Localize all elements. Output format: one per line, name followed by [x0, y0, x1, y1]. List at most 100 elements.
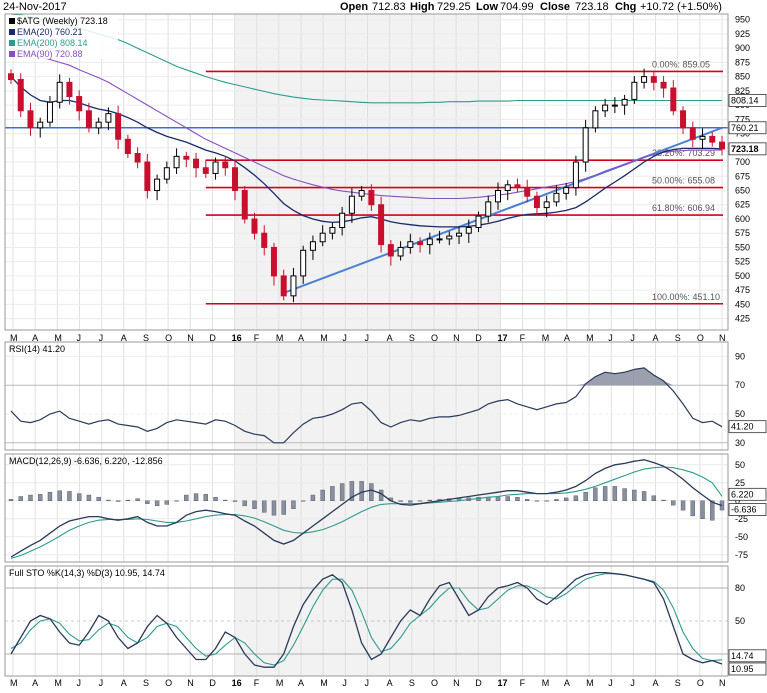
candle-body: [475, 215, 482, 229]
x-tick-label: J: [630, 333, 635, 343]
macd-histogram-bar: [408, 500, 413, 503]
macd-histogram-bar: [661, 499, 666, 501]
legend-swatch: [9, 29, 15, 35]
candle-body: [641, 76, 648, 83]
macd-histogram-bar: [203, 494, 208, 502]
chg-label: Chg: [615, 1, 636, 13]
x-tick-label: J: [365, 678, 370, 688]
macd-histogram-bar: [232, 500, 238, 502]
candle-body: [689, 127, 696, 140]
x-tick-label: J: [99, 333, 104, 343]
x-tick-label: A: [32, 678, 38, 688]
y-tick-label: 525: [735, 257, 750, 267]
macd-histogram-bar: [349, 481, 355, 501]
x-tick-label: N: [453, 678, 460, 688]
close-value: 723.18: [575, 1, 609, 13]
fib-label: 100.00%: 451.10: [652, 292, 720, 302]
rsi-tick-label: 50: [735, 409, 745, 419]
y-tick-label: 575: [735, 228, 750, 238]
x-tick-label: N: [719, 678, 726, 688]
x-tick-label: J: [630, 678, 635, 688]
ema90-line: [10, 47, 722, 200]
candle-body: [183, 155, 190, 160]
panel-border: [4, 13, 729, 331]
candle-body: [631, 81, 638, 100]
x-tick-label: O: [431, 333, 438, 343]
value-tag: [728, 121, 767, 135]
y-tick-label: 850: [735, 72, 750, 82]
candle-body: [465, 227, 472, 234]
macd-histogram-bar: [164, 500, 170, 505]
macd-value-label: 6.220: [731, 489, 754, 499]
candle-body: [300, 249, 307, 277]
sto-tick-label: 50: [735, 616, 745, 626]
axes: M M A A M M J J J J A A S S O O N N D D 16 16 F F M M A A M M J J J J A A S S…: [4, 13, 767, 688]
macd-tick-label: 50: [735, 460, 745, 470]
x-tick-label: M: [586, 678, 594, 688]
sto-title: Full STO %K(14,3) %D(3) 10.95, 14.74: [9, 568, 165, 578]
macd-histogram-bar: [612, 486, 618, 501]
x-tick-label: M: [54, 678, 62, 688]
macd-histogram-bar: [38, 494, 43, 502]
x-tick-label: J: [342, 333, 347, 343]
candle-body: [446, 235, 453, 240]
macd-histogram-bar: [554, 499, 559, 501]
candle-body: [680, 110, 687, 129]
macd-histogram-bar: [18, 496, 23, 502]
x-tick-label: 17: [497, 333, 507, 343]
candle-body: [436, 238, 443, 241]
candle-body: [514, 184, 521, 189]
macd-histogram-bar: [622, 488, 627, 501]
x-tick-label: F: [254, 678, 260, 688]
rsi-tick-label: 30: [735, 438, 745, 448]
candle-body: [144, 161, 151, 192]
candle-body: [533, 195, 540, 209]
candle-body: [173, 155, 180, 169]
candle-body: [290, 275, 297, 297]
candle-body: [76, 96, 83, 112]
macd-histogram-bar: [583, 491, 588, 502]
rsi-panel: RSI(14) 41.20: [9, 344, 723, 444]
x-tick-label: A: [387, 333, 393, 343]
rsi-value-tag: [728, 420, 767, 434]
macd-histogram-bar: [76, 493, 82, 502]
x-tick-label: F: [520, 678, 526, 688]
macd-title: MACD(12,26,9) -6.636, 6.220, -12.856: [9, 456, 163, 466]
close-label: Close: [540, 1, 570, 13]
x-tick-label: S: [143, 678, 149, 688]
candle-body: [27, 110, 34, 129]
x-tick-label: A: [121, 678, 127, 688]
candle-body: [543, 201, 550, 209]
candle-body: [494, 190, 501, 203]
low-label: Low: [476, 1, 498, 13]
candle-body: [319, 232, 326, 243]
x-tick-label: N: [187, 333, 194, 343]
candle-body: [212, 161, 219, 174]
fib-label: 38.20%: 703.29: [652, 148, 715, 158]
chg-value: +10.72 (+1.50%): [640, 1, 722, 13]
candle-body: [193, 158, 200, 169]
legend-entry: EMA(20) 760.21: [17, 27, 83, 37]
candle-body: [602, 104, 609, 112]
x-tick-label: M: [276, 678, 284, 688]
candle-body: [504, 184, 511, 192]
y-tick-label: 450: [735, 299, 750, 309]
x-tick-label: J: [365, 333, 370, 343]
macd-histogram-bar: [417, 500, 423, 502]
candle-body: [339, 212, 346, 229]
x-tick-label: 17: [497, 678, 507, 688]
candle-body: [592, 110, 599, 129]
macd-histogram-bar: [700, 500, 705, 519]
macd-signal-line: [10, 466, 723, 559]
macd-histogram-bar: [184, 494, 189, 502]
candle-body: [660, 81, 667, 89]
candle-body: [280, 275, 287, 297]
candle-body: [202, 167, 209, 174]
grid: [5, 14, 728, 676]
macd-histogram-bar: [602, 486, 608, 501]
candle-body: [407, 241, 414, 248]
rsi-tick-label: 90: [735, 351, 745, 361]
candle-body: [66, 81, 73, 98]
macd-histogram-bar: [86, 494, 92, 502]
